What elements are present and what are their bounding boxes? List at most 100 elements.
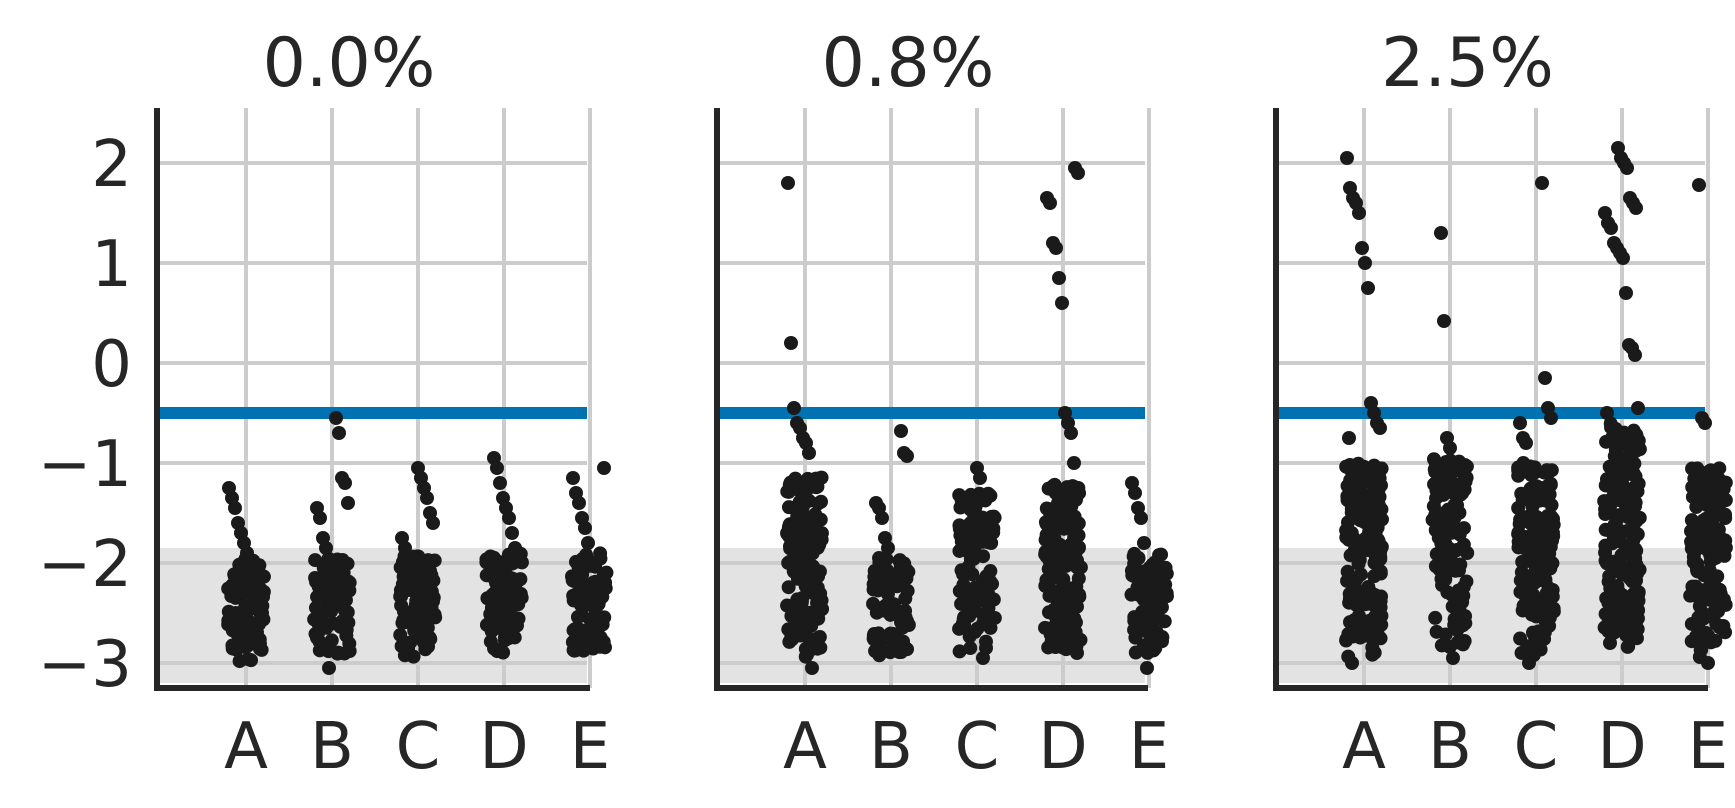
data-point xyxy=(225,638,240,653)
y-tick-label: 0 xyxy=(91,328,132,402)
x-tick-label: C xyxy=(955,710,1000,784)
data-point xyxy=(238,599,253,614)
data-point xyxy=(900,449,914,463)
data-point xyxy=(423,579,438,594)
data-point xyxy=(1698,416,1712,430)
data-point xyxy=(898,610,913,625)
data-point xyxy=(1374,608,1389,623)
data-point xyxy=(575,552,590,567)
data-point xyxy=(1148,608,1163,623)
data-point xyxy=(234,612,249,627)
data-point xyxy=(596,634,611,649)
x-tick-label: B xyxy=(869,710,913,784)
data-point xyxy=(1691,610,1706,625)
data-point xyxy=(1522,489,1537,504)
data-point xyxy=(964,519,979,534)
data-point xyxy=(987,610,1002,625)
data-point xyxy=(583,612,598,627)
data-point xyxy=(1054,628,1069,643)
data-point xyxy=(1366,485,1381,500)
data-point xyxy=(1373,545,1388,560)
data-point xyxy=(1702,592,1717,607)
x-tick-label: C xyxy=(1514,710,1559,784)
x-tick-label: B xyxy=(1428,710,1472,784)
data-point xyxy=(509,612,524,627)
data-point xyxy=(393,627,408,642)
data-point xyxy=(1513,416,1527,430)
data-point xyxy=(404,611,419,626)
data-point xyxy=(1716,592,1731,607)
data-point xyxy=(894,424,908,438)
data-point xyxy=(1528,564,1543,579)
y-tick-label: −2 xyxy=(38,528,132,602)
data-point xyxy=(1437,314,1451,328)
data-point xyxy=(228,501,242,515)
data-point xyxy=(1130,580,1145,595)
data-point xyxy=(497,630,512,645)
data-point xyxy=(952,518,967,533)
data-point xyxy=(1537,609,1552,624)
data-point xyxy=(787,401,801,415)
data-point xyxy=(1598,502,1613,517)
data-point xyxy=(316,581,331,596)
x-tick-label: E xyxy=(570,710,610,784)
data-point xyxy=(229,626,244,641)
data-point xyxy=(955,532,970,547)
x-tick-label: E xyxy=(1688,710,1728,784)
data-point xyxy=(1718,507,1733,522)
data-point xyxy=(1052,271,1066,285)
data-point xyxy=(1355,241,1369,255)
data-point xyxy=(1374,461,1389,476)
data-point xyxy=(1452,505,1467,520)
y-tick-label: −1 xyxy=(38,428,132,502)
data-point xyxy=(490,461,504,475)
data-point xyxy=(1367,505,1382,520)
panel-2-2-5pct: 2.5% A B C D E xyxy=(1273,24,1733,784)
data-point xyxy=(1511,540,1526,555)
data-point xyxy=(1052,600,1067,615)
data-point xyxy=(1619,286,1633,300)
data-point xyxy=(1064,426,1078,440)
data-point xyxy=(872,551,887,566)
data-point xyxy=(1620,161,1634,175)
data-point xyxy=(1446,651,1460,665)
data-point xyxy=(1622,455,1637,470)
data-point xyxy=(572,496,586,510)
data-point xyxy=(1535,176,1549,190)
data-point xyxy=(781,580,796,595)
data-point xyxy=(1710,569,1725,584)
data-point xyxy=(240,546,254,560)
data-point xyxy=(1159,589,1174,604)
data-point xyxy=(1526,527,1541,542)
data-point xyxy=(1458,616,1473,631)
data-point xyxy=(871,627,886,642)
data-point xyxy=(883,607,898,622)
data-point xyxy=(1524,516,1539,531)
data-point xyxy=(314,607,329,622)
data-point xyxy=(1348,475,1363,490)
data-point xyxy=(1622,590,1637,605)
data-point xyxy=(1452,634,1467,649)
data-point xyxy=(1692,582,1707,597)
data-point xyxy=(1067,456,1081,470)
data-point xyxy=(1602,569,1617,584)
data-point xyxy=(398,541,412,555)
data-point xyxy=(1143,624,1158,639)
data-point xyxy=(805,661,819,675)
data-point xyxy=(1529,640,1544,655)
data-point xyxy=(968,580,983,595)
data-point xyxy=(1607,520,1622,535)
data-point xyxy=(341,496,355,510)
data-point xyxy=(1701,656,1715,670)
x-tick-label: D xyxy=(479,710,528,784)
data-point xyxy=(1613,612,1628,627)
data-point xyxy=(807,562,822,577)
data-point xyxy=(1046,479,1061,494)
data-point xyxy=(1511,501,1526,516)
data-point xyxy=(1630,566,1645,581)
data-point xyxy=(498,619,513,634)
data-point xyxy=(493,476,507,490)
data-point xyxy=(1618,504,1633,519)
data-point xyxy=(1044,537,1059,552)
x-tick-label: D xyxy=(1597,710,1646,784)
